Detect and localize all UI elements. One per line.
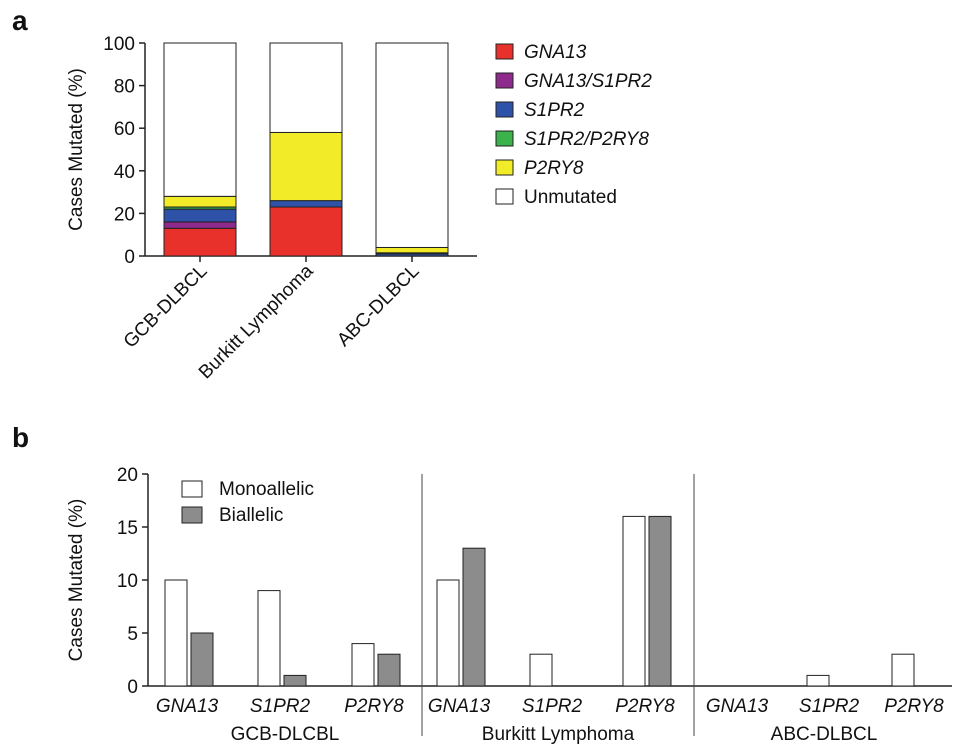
a-bar-segment	[163, 227, 237, 257]
b-x-tick-label: GNA13	[706, 696, 769, 717]
a-y-tick-label: 40	[114, 162, 135, 183]
b-bar	[806, 674, 830, 687]
b-y-tick-label: 5	[127, 624, 138, 645]
a-y-tick-label: 100	[103, 34, 135, 55]
a-legend-swatch	[495, 159, 514, 176]
b-y-tick-label: 15	[117, 518, 138, 539]
b-y-tick-label: 20	[117, 465, 138, 486]
a-legend-label: GNA13	[524, 42, 587, 63]
b-bar	[351, 643, 375, 687]
a-y-tick-label: 80	[114, 77, 135, 98]
b-bar	[891, 653, 915, 687]
b-bar	[190, 632, 214, 687]
a-x-tick-label: GCB-DLBCL	[120, 261, 212, 353]
b-group-label: ABC-DLBCL	[771, 724, 878, 745]
a-legend-label: S1PR2	[524, 100, 585, 121]
b-bar	[529, 653, 553, 687]
b-bar	[436, 579, 460, 687]
b-bar	[462, 547, 486, 687]
panel-label-a: a	[12, 5, 28, 36]
b-x-tick-label: S1PR2	[799, 696, 860, 717]
a-bar-segment	[269, 206, 343, 257]
b-x-tick-label: GNA13	[156, 696, 219, 717]
a-bar-segment	[163, 221, 237, 229]
a-bar-segment	[163, 208, 237, 223]
a-bar-segment	[269, 131, 343, 202]
b-x-tick-label: GNA13	[428, 696, 491, 717]
a-legend-swatch	[495, 188, 514, 205]
b-bar	[283, 674, 307, 687]
a-legend-swatch	[495, 130, 514, 147]
b-bar	[622, 515, 646, 687]
b-x-tick-label: P2RY8	[344, 696, 404, 717]
b-x-tick-label: S1PR2	[250, 696, 311, 717]
a-legend-label: S1PR2/P2RY8	[524, 129, 649, 150]
panel-label-b: b	[12, 422, 29, 453]
a-bar-segment	[375, 42, 449, 248]
b-legend-swatch	[181, 480, 203, 498]
a-bar-segment	[269, 42, 343, 133]
chart-b: 0 5 10 15 20 Cases Mutated (%) GNA13 S1PR2 P2RY8…	[66, 465, 952, 745]
a-legend-label: Unmutated	[524, 187, 617, 208]
b-x-tick-label: S1PR2	[522, 696, 583, 717]
b-y-tick-label: 10	[117, 571, 138, 592]
a-x-tick-label: ABC-DLBCL	[333, 261, 423, 351]
a-legend-swatch	[495, 43, 514, 60]
a-y-tick-label: 60	[114, 119, 135, 140]
a-bar-segment	[269, 200, 343, 208]
b-legend-label: Monoallelic	[219, 479, 314, 500]
a-bar-segment	[163, 42, 237, 197]
b-legend-swatch	[181, 506, 203, 524]
b-bar	[648, 515, 672, 687]
a-y-tick-label: 20	[114, 204, 135, 225]
b-y-tick-label: 0	[127, 677, 138, 698]
b-bar	[164, 579, 188, 687]
b-group-label: GCB-DLCBL	[231, 724, 340, 745]
a-legend-label: GNA13/S1PR2	[524, 71, 652, 92]
a-bar-segment	[163, 195, 237, 208]
b-bar	[257, 590, 281, 687]
b-x-tick-label: P2RY8	[615, 696, 675, 717]
a-bar-segment	[375, 246, 449, 254]
b-legend-label: Biallelic	[219, 505, 283, 526]
b-group-label: Burkitt Lymphoma	[482, 724, 635, 745]
b-x-tick-label: P2RY8	[884, 696, 944, 717]
a-y-axis-title: Cases Mutated (%)	[66, 68, 87, 231]
b-bar	[377, 653, 401, 687]
chart-a: 0 20 40 60 80 100 Cases Mutated (%) GCB-DLBCLBu…	[66, 34, 652, 383]
a-x-tick-label: Burkitt Lymphoma	[195, 260, 318, 383]
a-legend-swatch	[495, 101, 514, 118]
a-legend-label: P2RY8	[524, 158, 584, 179]
a-legend-swatch	[495, 72, 514, 89]
a-y-tick-label: 0	[124, 247, 135, 268]
b-y-axis-title: Cases Mutated (%)	[66, 499, 87, 662]
